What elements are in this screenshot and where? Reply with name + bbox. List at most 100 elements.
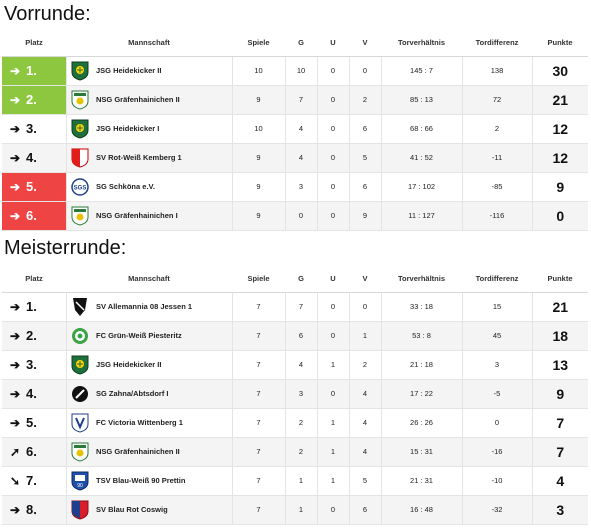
losses: 9: [349, 201, 382, 231]
table-row[interactable]: ➔ 2. NSG Gräfenhainichen II 9 7 0 2 85 : 13 72 21: [2, 85, 589, 115]
games-played: 9: [232, 172, 286, 202]
goal-difference: 72: [462, 85, 533, 115]
table-row[interactable]: ➔ 8. SV Blau Rot Coswig 7 1 0 6 16 : 48 -32 3: [2, 495, 589, 525]
table-row[interactable]: ➔ 1. JSG Heidekicker II 10 10 0 0 145 : 7 138 30: [2, 56, 589, 86]
points: 30: [532, 56, 589, 86]
rank-number: 2.: [26, 92, 37, 107]
team-logo: [66, 350, 94, 380]
rank-cell: ➚ 6.: [2, 437, 67, 467]
header-g: G: [285, 30, 318, 57]
rank-number: 2.: [26, 328, 37, 343]
team-name[interactable]: SV Rot-Weiß Kemberg 1: [94, 143, 233, 173]
team-name[interactable]: FC Victoria Wittenberg 1: [94, 408, 233, 438]
draws: 1: [317, 466, 350, 496]
rank-cell: ➔ 5.: [2, 172, 67, 202]
goal-ratio: 15 : 31: [381, 437, 463, 467]
team-logo: [66, 201, 94, 231]
team-logo: [66, 56, 94, 86]
table-row[interactable]: ➔ 6. NSG Gräfenhainichen I 9 0 0 9 11 : 127 -116…: [2, 201, 589, 231]
draws: 0: [317, 114, 350, 144]
team-name[interactable]: JSG Heidekicker II: [94, 350, 233, 380]
team-logo: 90: [66, 466, 94, 496]
table-row[interactable]: ➔ 1. SV Allemannia 08 Jessen 1 7 7 0 0 33 : 18 1…: [2, 292, 589, 322]
vorrunde-body: ➔ 1. JSG Heidekicker II 10 10 0 0 145 : 7 138 30 ➔…: [2, 56, 589, 231]
team-name[interactable]: TSV Blau-Weiß 90 Prettin: [94, 466, 233, 496]
wins: 2: [285, 408, 318, 438]
table-row[interactable]: ➔ 4. SV Rot-Weiß Kemberg 1 9 4 0 5 41 : 52 -11 12: [2, 143, 589, 173]
points: 12: [532, 143, 589, 173]
team-name[interactable]: NSG Gräfenhainichen I: [94, 201, 233, 231]
meisterrunde-title: Meisterrunde:: [4, 237, 127, 259]
draws: 1: [317, 350, 350, 380]
rank-cell: ➔ 1.: [2, 292, 67, 322]
games-played: 9: [232, 143, 286, 173]
team-crest-icon: [71, 61, 89, 81]
goal-ratio: 11 : 127: [381, 201, 463, 231]
wins: 1: [285, 466, 318, 496]
table-row[interactable]: ➔ 4. SG Zahna/Abtsdorf I 7 3 0 4 17 : 22 -5 9: [2, 379, 589, 409]
team-name[interactable]: SG Schköna e.V.: [94, 172, 233, 202]
games-played: 7: [232, 437, 286, 467]
table-row[interactable]: ➔ 5. SGS SG Schköna e.V. 9 3 0 6 17 : 102 -85 9: [2, 172, 589, 202]
trend-arrow-icon: ➔: [10, 122, 21, 136]
goal-ratio: 68 : 66: [381, 114, 463, 144]
team-crest-icon: [71, 355, 89, 375]
trend-arrow-icon: ➘: [10, 474, 21, 488]
losses: 5: [349, 466, 382, 496]
trend-arrow-icon: ➔: [10, 300, 21, 314]
goal-ratio: 145 : 7: [381, 56, 463, 86]
table-row[interactable]: ➔ 3. JSG Heidekicker I 10 4 0 6 68 : 66 2 12: [2, 114, 589, 144]
rank-number: 5.: [26, 179, 37, 194]
goal-difference: 2: [462, 114, 533, 144]
games-played: 9: [232, 85, 286, 115]
goal-difference: -5: [462, 379, 533, 409]
team-name[interactable]: SG Zahna/Abtsdorf I: [94, 379, 233, 409]
rank-number: 5.: [26, 415, 37, 430]
points: 18: [532, 321, 589, 351]
wins: 3: [285, 172, 318, 202]
team-logo: [66, 292, 94, 322]
vorrunde-table: Platz Mannschaft Spiele G U V Torverhältnis Tor…: [2, 30, 589, 231]
team-name[interactable]: NSG Gräfenhainichen II: [94, 437, 233, 467]
goal-difference: -10: [462, 466, 533, 496]
team-name[interactable]: SV Blau Rot Coswig: [94, 495, 233, 525]
rank-number: 7.: [26, 473, 37, 488]
header-spiele: Spiele: [232, 266, 286, 293]
rank-cell: ➔ 6.: [2, 201, 67, 231]
rank-number: 4.: [26, 150, 37, 165]
table-row[interactable]: ➚ 6. NSG Gräfenhainichen II 7 2 1 4 15 : 31 -16 7: [2, 437, 589, 467]
rank-cell: ➔ 4.: [2, 379, 67, 409]
goal-difference: -16: [462, 437, 533, 467]
rank-number: 6.: [26, 444, 37, 459]
team-crest-icon: [71, 148, 89, 168]
trend-arrow-icon: ➔: [10, 209, 21, 223]
points: 4: [532, 466, 589, 496]
trend-arrow-icon: ➚: [10, 445, 21, 459]
team-logo: SGS: [66, 172, 94, 202]
team-crest-icon: [71, 500, 89, 520]
losses: 4: [349, 379, 382, 409]
table-row[interactable]: ➔ 5. FC Victoria Wittenberg 1 7 2 1 4 26 : 26 0 7: [2, 408, 589, 438]
table-row[interactable]: ➘ 7. 90 TSV Blau-Weiß 90 Prettin 7 1 1 5 21 : 31…: [2, 466, 589, 496]
wins: 7: [285, 85, 318, 115]
header-v: V: [349, 266, 382, 293]
goal-difference: -32: [462, 495, 533, 525]
points: 21: [532, 292, 589, 322]
rank-cell: ➔ 3.: [2, 350, 67, 380]
table-row[interactable]: ➔ 2. FC Grün-Weiß Piesteritz 7 6 0 1 53 : 8 45 18: [2, 321, 589, 351]
header-u: U: [317, 266, 350, 293]
header-platz: Platz: [2, 266, 66, 293]
vorrunde-title: Vorrunde:: [4, 3, 91, 25]
games-played: 9: [232, 201, 286, 231]
goal-difference: 138: [462, 56, 533, 86]
losses: 0: [349, 56, 382, 86]
points: 12: [532, 114, 589, 144]
team-name[interactable]: FC Grün-Weiß Piesteritz: [94, 321, 233, 351]
team-name[interactable]: NSG Gräfenhainichen II: [94, 85, 233, 115]
table-row[interactable]: ➔ 3. JSG Heidekicker II 7 4 1 2 21 : 18 3 13: [2, 350, 589, 380]
team-name[interactable]: SV Allemannia 08 Jessen 1: [94, 292, 233, 322]
team-crest-icon: [73, 297, 88, 316]
team-name[interactable]: JSG Heidekicker I: [94, 114, 233, 144]
team-name[interactable]: JSG Heidekicker II: [94, 56, 233, 86]
goal-ratio: 33 : 18: [381, 292, 463, 322]
